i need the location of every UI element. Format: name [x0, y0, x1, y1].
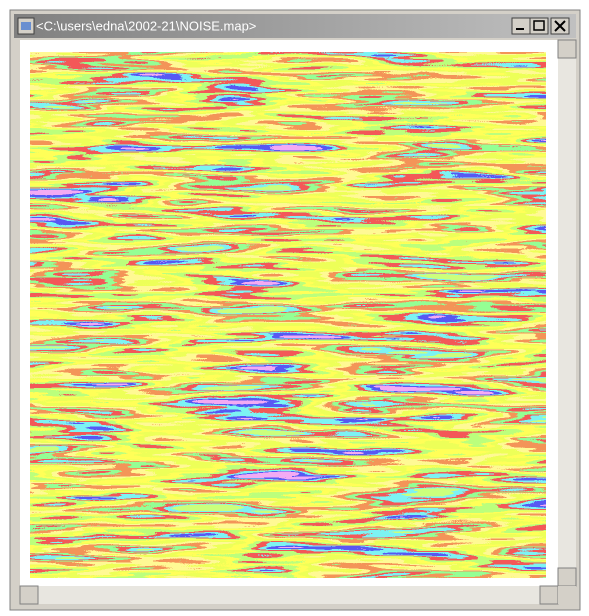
page: <C:\users\edna\2002-21\NOISE.map> (() =>…: [0, 0, 589, 616]
size-grip[interactable]: [558, 586, 576, 604]
app-icon-inner: [21, 22, 31, 30]
scroll-left-button[interactable]: [20, 586, 38, 604]
scroll-right-button[interactable]: [540, 586, 558, 604]
scroll-down-button[interactable]: [558, 568, 576, 586]
horizontal-scrollbar[interactable]: [20, 586, 558, 604]
close-button[interactable]: [551, 18, 569, 34]
window-title: <C:\users\edna\2002-21\NOISE.map>: [36, 18, 256, 33]
noise-map-image: [30, 52, 546, 578]
maximize-button[interactable]: [530, 18, 548, 34]
vertical-scrollbar[interactable]: [558, 40, 576, 586]
scroll-up-button[interactable]: [558, 40, 576, 58]
window: <C:\users\edna\2002-21\NOISE.map>: [0, 0, 589, 616]
minimize-button[interactable]: [512, 18, 530, 34]
